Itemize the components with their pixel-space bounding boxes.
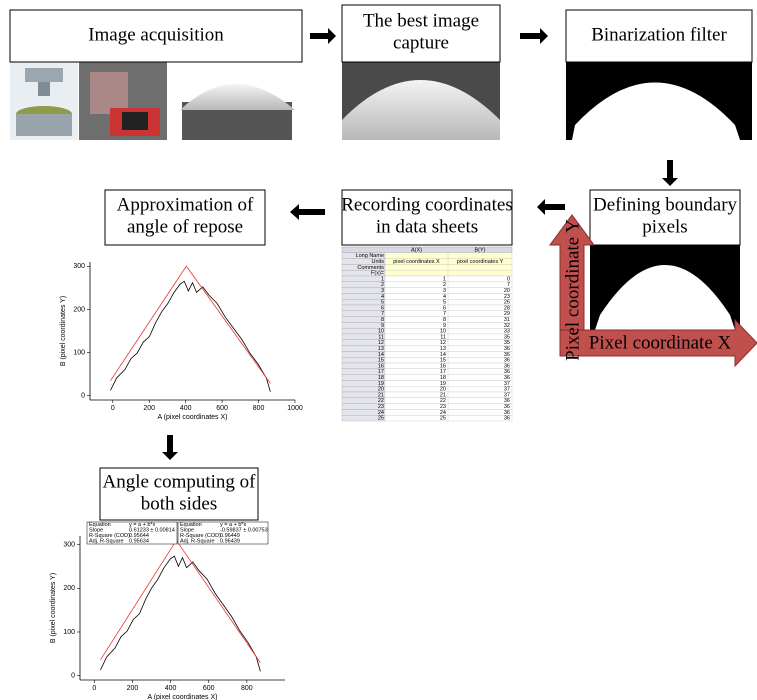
- page: Pixel coordinate Y Pixel coordinate X Im…: [0, 0, 757, 700]
- step-label: Recording coordinates: [341, 194, 512, 215]
- table-header-bg: [342, 247, 512, 253]
- x-tick-label: 600: [216, 405, 228, 412]
- y-tick-label: 0: [71, 672, 75, 679]
- row-head: [342, 276, 385, 282]
- y-axis-label: B (pixel coordinates Y): [60, 296, 67, 366]
- curves: [111, 266, 271, 392]
- row-cells: [385, 386, 512, 392]
- cell: 36: [504, 416, 510, 422]
- row-cells: [385, 322, 512, 328]
- cell: 25: [440, 416, 446, 422]
- step-label: The best image: [363, 10, 479, 31]
- x-tick-label: 600: [203, 685, 215, 692]
- step-label: angle of repose: [127, 216, 243, 237]
- row-cells: [385, 334, 512, 340]
- row-cells: [385, 380, 512, 386]
- row-head: [342, 293, 385, 299]
- row-label: 25: [378, 416, 384, 422]
- fit-cell: 0.95634: [129, 539, 149, 545]
- x-tick-label: 800: [253, 405, 265, 412]
- row-cells: [385, 305, 512, 311]
- step-label: capture: [393, 32, 449, 53]
- row-cells: [385, 340, 512, 346]
- row-cells: [385, 369, 512, 375]
- row-head: [342, 282, 385, 288]
- y-tick-label: 300: [63, 542, 75, 549]
- row-head: [342, 299, 385, 305]
- row-cells: [385, 270, 512, 276]
- x-axis-label: A (pixel coordinates X): [157, 414, 227, 421]
- y-tick-label: 0: [81, 393, 85, 400]
- row-head: [342, 317, 385, 323]
- row-cells: [385, 346, 512, 352]
- column-header: A(X): [411, 247, 422, 253]
- y-tick-label: 100: [63, 629, 75, 636]
- x-tick-label: 0: [111, 405, 115, 412]
- cell: pixel coordinates Y: [457, 259, 504, 265]
- row-cells: [385, 328, 512, 334]
- row-cells: [385, 351, 512, 357]
- fit-cell: 0.96439: [220, 539, 240, 545]
- row-cells: [385, 404, 512, 410]
- row-head: [342, 311, 385, 317]
- row-head: [342, 305, 385, 311]
- axis-label: Pixel coordinate X: [589, 332, 732, 353]
- row-cells: [385, 253, 512, 259]
- step-label: pixels: [642, 216, 687, 237]
- row-cells: [385, 276, 512, 282]
- row-cells: [385, 293, 512, 299]
- y-tick-label: 200: [73, 306, 85, 313]
- step-label: both sides: [141, 493, 218, 514]
- row-cells: [385, 363, 512, 369]
- diagram: Pixel coordinate Y Pixel coordinate X Im…: [0, 0, 757, 700]
- x-tick-label: 200: [143, 405, 155, 412]
- y-tick-label: 200: [63, 585, 75, 592]
- x-tick-label: 800: [241, 685, 253, 692]
- row-cells: [385, 288, 512, 294]
- curves: [101, 540, 261, 671]
- row-cells: [385, 409, 512, 415]
- step-label: Defining boundary: [593, 194, 738, 215]
- row-cells: [385, 415, 512, 421]
- row-head: [342, 322, 385, 328]
- fit-cell: Adj. R-Square: [89, 539, 124, 545]
- step-label: Binarization filter: [591, 24, 727, 45]
- step-label: Angle computing of: [102, 471, 256, 492]
- row-cells: [385, 375, 512, 381]
- row-cells: [385, 299, 512, 305]
- x-axis-label: A (pixel coordinates X): [147, 694, 217, 700]
- row-cells: [385, 264, 512, 270]
- step-label: Approximation of: [117, 194, 254, 215]
- step-label: in data sheets: [376, 216, 478, 237]
- row-cells: [385, 357, 512, 363]
- fit-cell: Adj. R-Square: [180, 539, 215, 545]
- column-header: B(Y): [475, 247, 486, 253]
- row-cells: [385, 311, 512, 317]
- cell: pixel coordinates X: [393, 259, 440, 265]
- row-cells: [385, 282, 512, 288]
- row-head: [342, 288, 385, 294]
- step-label: Image acquisition: [88, 24, 224, 45]
- y-axis-label: B (pixel coordinates Y): [50, 573, 57, 643]
- x-tick-label: 400: [180, 405, 192, 412]
- x-tick-label: 200: [127, 685, 139, 692]
- row-cells: [385, 392, 512, 398]
- axis-label: Pixel coordinate Y: [562, 219, 583, 361]
- row-cells: [385, 317, 512, 323]
- x-tick-label: 1000: [287, 405, 303, 412]
- x-tick-label: 400: [165, 685, 177, 692]
- y-tick-label: 300: [73, 263, 85, 270]
- x-tick-label: 0: [92, 685, 96, 692]
- row-cells: [385, 398, 512, 404]
- y-tick-label: 100: [73, 349, 85, 356]
